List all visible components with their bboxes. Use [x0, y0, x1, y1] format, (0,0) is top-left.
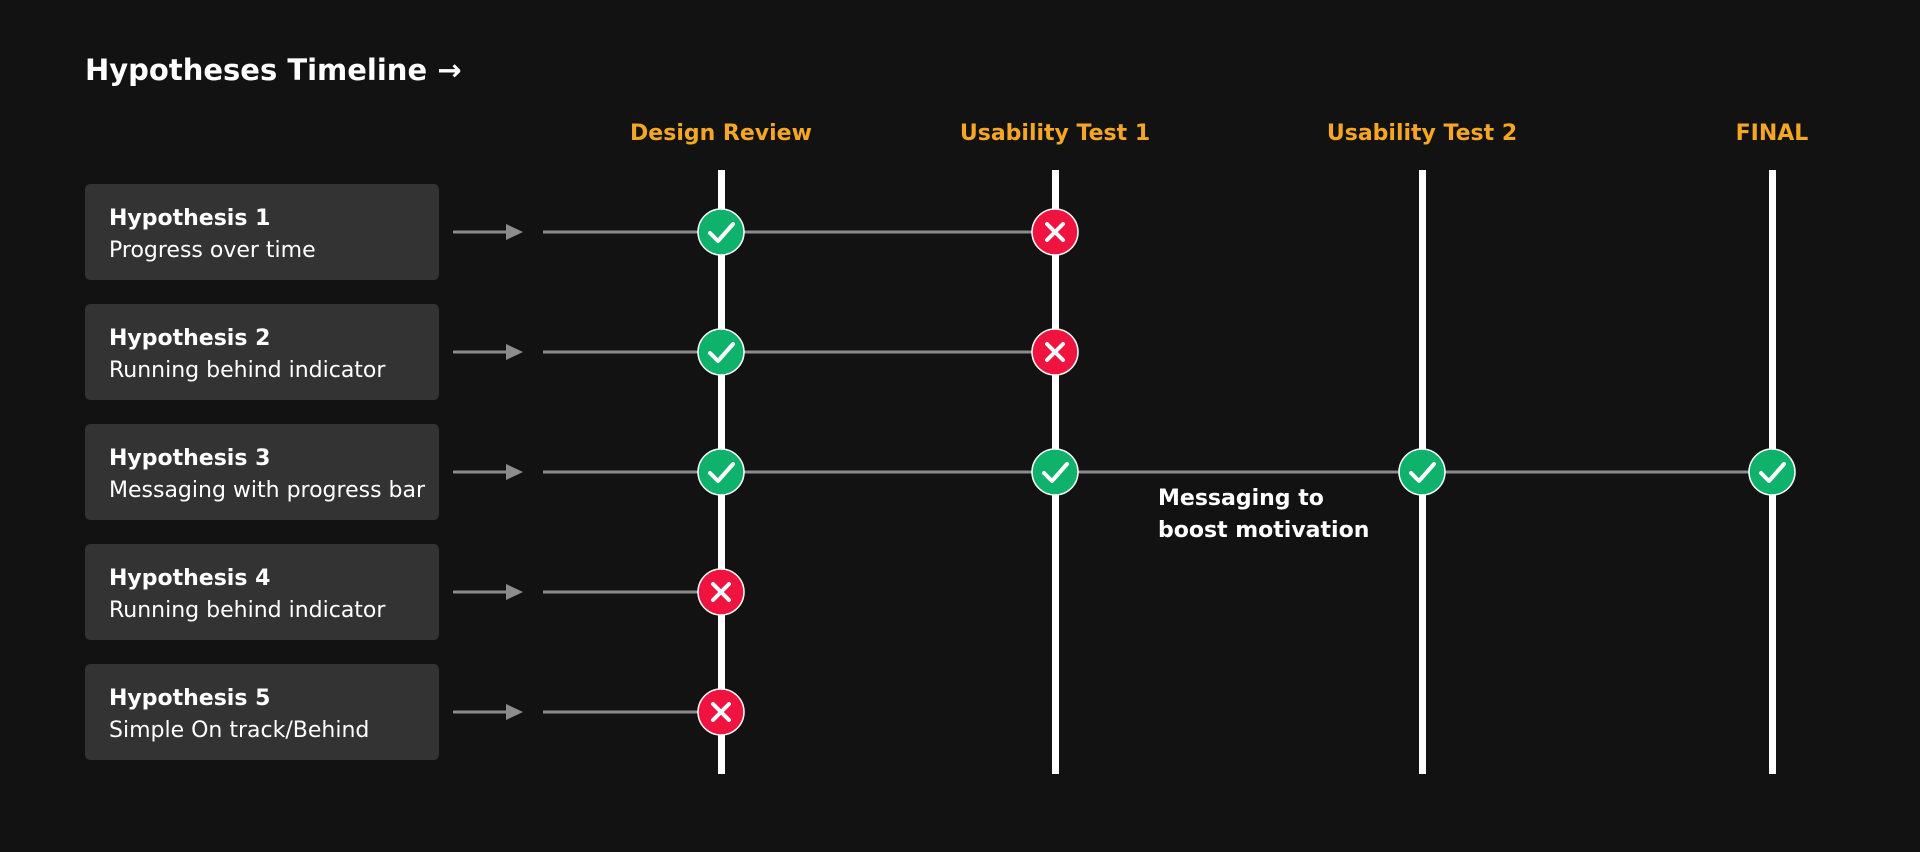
- card-background: [85, 424, 439, 520]
- annotation-line-1: Messaging to: [1158, 486, 1324, 511]
- hypothesis-description: Running behind indicator: [109, 358, 386, 383]
- page-title: Hypotheses Timeline →: [85, 53, 462, 87]
- hypothesis-card-4: Hypothesis 4 Running behind indicator: [85, 544, 439, 640]
- hypothesis-title: Hypothesis 2: [109, 326, 270, 351]
- hypothesis-title: Hypothesis 1: [109, 206, 270, 231]
- check-icon: [697, 328, 745, 376]
- arrow-right-icon: [453, 704, 523, 720]
- card-background: [85, 664, 439, 760]
- stage-label-usability-test-2: Usability Test 2: [1327, 121, 1517, 146]
- check-icon: [1398, 448, 1446, 496]
- hypothesis-card-3: Hypothesis 3 Messaging with progress bar: [85, 424, 439, 520]
- stage-label-usability-test-1: Usability Test 1: [960, 121, 1150, 146]
- hypothesis-title: Hypothesis 3: [109, 446, 270, 471]
- stage-label-design-review: Design Review: [630, 121, 812, 146]
- stage-label-final: FINAL: [1736, 121, 1809, 146]
- card-arrows: [453, 224, 523, 720]
- connectors: [543, 230, 1772, 714]
- arrow-right-icon: [453, 464, 523, 480]
- annotation-line-2: boost motivation: [1158, 518, 1369, 543]
- x-icon: [697, 568, 745, 616]
- check-icon: [697, 448, 745, 496]
- arrow-right-icon: [453, 584, 523, 600]
- hypothesis-description: Simple On track/Behind: [109, 718, 369, 743]
- hypothesis-description: Running behind indicator: [109, 598, 386, 623]
- x-icon: [697, 688, 745, 736]
- x-icon: [1031, 328, 1079, 376]
- check-icon: [1748, 448, 1796, 496]
- card-background: [85, 544, 439, 640]
- x-icon: [1031, 208, 1079, 256]
- card-background: [85, 184, 439, 280]
- hypothesis-title: Hypothesis 5: [109, 686, 270, 711]
- check-icon: [1031, 448, 1079, 496]
- hypothesis-card-5: Hypothesis 5 Simple On track/Behind: [85, 664, 439, 760]
- hypothesis-title: Hypothesis 4: [109, 566, 270, 591]
- arrow-right-icon: [453, 224, 523, 240]
- hypothesis-card-2: Hypothesis 2 Running behind indicator: [85, 304, 439, 400]
- hypothesis-card-1: Hypothesis 1 Progress over time: [85, 184, 439, 280]
- hypothesis-description: Progress over time: [109, 238, 316, 263]
- hypothesis-description: Messaging with progress bar: [109, 478, 426, 503]
- card-background: [85, 304, 439, 400]
- check-icon: [697, 208, 745, 256]
- arrow-right-icon: [453, 344, 523, 360]
